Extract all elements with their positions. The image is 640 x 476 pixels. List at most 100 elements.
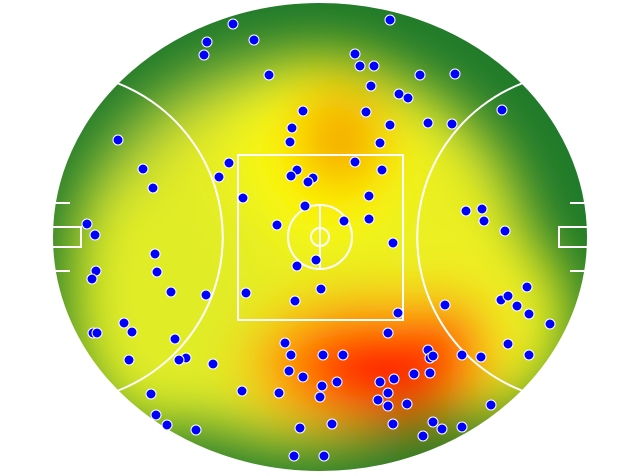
point	[240, 287, 252, 299]
point	[436, 423, 448, 435]
point	[291, 260, 303, 272]
point	[374, 376, 386, 388]
point	[237, 192, 249, 204]
point	[151, 266, 163, 278]
point	[392, 307, 404, 319]
point	[363, 190, 375, 202]
point	[387, 418, 399, 430]
point	[476, 203, 488, 215]
point	[91, 327, 103, 339]
point	[286, 122, 298, 134]
point	[118, 317, 130, 329]
point	[137, 163, 149, 175]
point	[402, 92, 414, 104]
point	[315, 283, 327, 295]
point	[89, 229, 101, 241]
point	[384, 14, 396, 26]
point	[288, 450, 300, 462]
point	[317, 349, 329, 361]
point	[349, 48, 361, 60]
point	[279, 337, 291, 349]
point	[408, 368, 420, 380]
point	[310, 254, 322, 266]
point	[173, 354, 185, 366]
point	[207, 358, 219, 370]
point	[388, 373, 400, 385]
point	[502, 290, 514, 302]
point	[349, 156, 361, 168]
point	[331, 376, 343, 388]
point	[499, 225, 511, 237]
point	[478, 215, 490, 227]
point	[523, 308, 535, 320]
point	[297, 105, 309, 117]
point	[338, 215, 350, 227]
point	[81, 218, 93, 230]
field-lines	[51, 1, 589, 473]
point	[427, 416, 439, 428]
point	[414, 69, 426, 81]
point	[393, 88, 405, 100]
point	[460, 205, 472, 217]
point	[475, 351, 487, 363]
point	[427, 350, 439, 362]
point	[200, 289, 212, 301]
point	[496, 104, 508, 116]
point	[354, 60, 366, 72]
point	[263, 69, 275, 81]
point	[316, 380, 328, 392]
point	[169, 333, 181, 345]
point	[382, 387, 394, 399]
point	[150, 409, 162, 421]
point	[227, 18, 239, 30]
point	[248, 34, 260, 46]
point	[147, 182, 159, 194]
point	[401, 398, 413, 410]
point	[365, 80, 377, 92]
point	[424, 367, 436, 379]
point	[86, 273, 98, 285]
point	[123, 354, 135, 366]
point	[384, 119, 396, 131]
point	[198, 49, 210, 61]
point	[417, 430, 429, 442]
point	[284, 136, 296, 148]
point	[223, 157, 235, 169]
point	[446, 118, 458, 130]
point	[523, 349, 535, 361]
point	[382, 400, 394, 412]
point	[449, 68, 461, 80]
point	[314, 391, 326, 403]
point	[485, 399, 497, 411]
point	[326, 418, 338, 430]
point	[372, 394, 384, 406]
point	[165, 286, 177, 298]
point	[368, 60, 380, 72]
point	[273, 387, 285, 399]
point	[294, 422, 306, 434]
point	[126, 326, 138, 338]
point	[289, 295, 301, 307]
point	[456, 421, 468, 433]
point	[285, 170, 297, 182]
point	[521, 281, 533, 293]
point	[382, 327, 394, 339]
point	[285, 349, 297, 361]
point	[376, 164, 388, 176]
point	[299, 200, 311, 212]
point	[422, 117, 434, 129]
point	[201, 36, 213, 48]
point	[439, 299, 451, 311]
point	[302, 176, 314, 188]
point	[213, 171, 225, 183]
point	[387, 237, 399, 249]
point	[190, 424, 202, 436]
point	[511, 300, 523, 312]
point	[456, 349, 468, 361]
point	[318, 450, 330, 462]
point	[374, 137, 386, 149]
point	[271, 219, 283, 231]
point	[337, 349, 349, 361]
point	[236, 385, 248, 397]
